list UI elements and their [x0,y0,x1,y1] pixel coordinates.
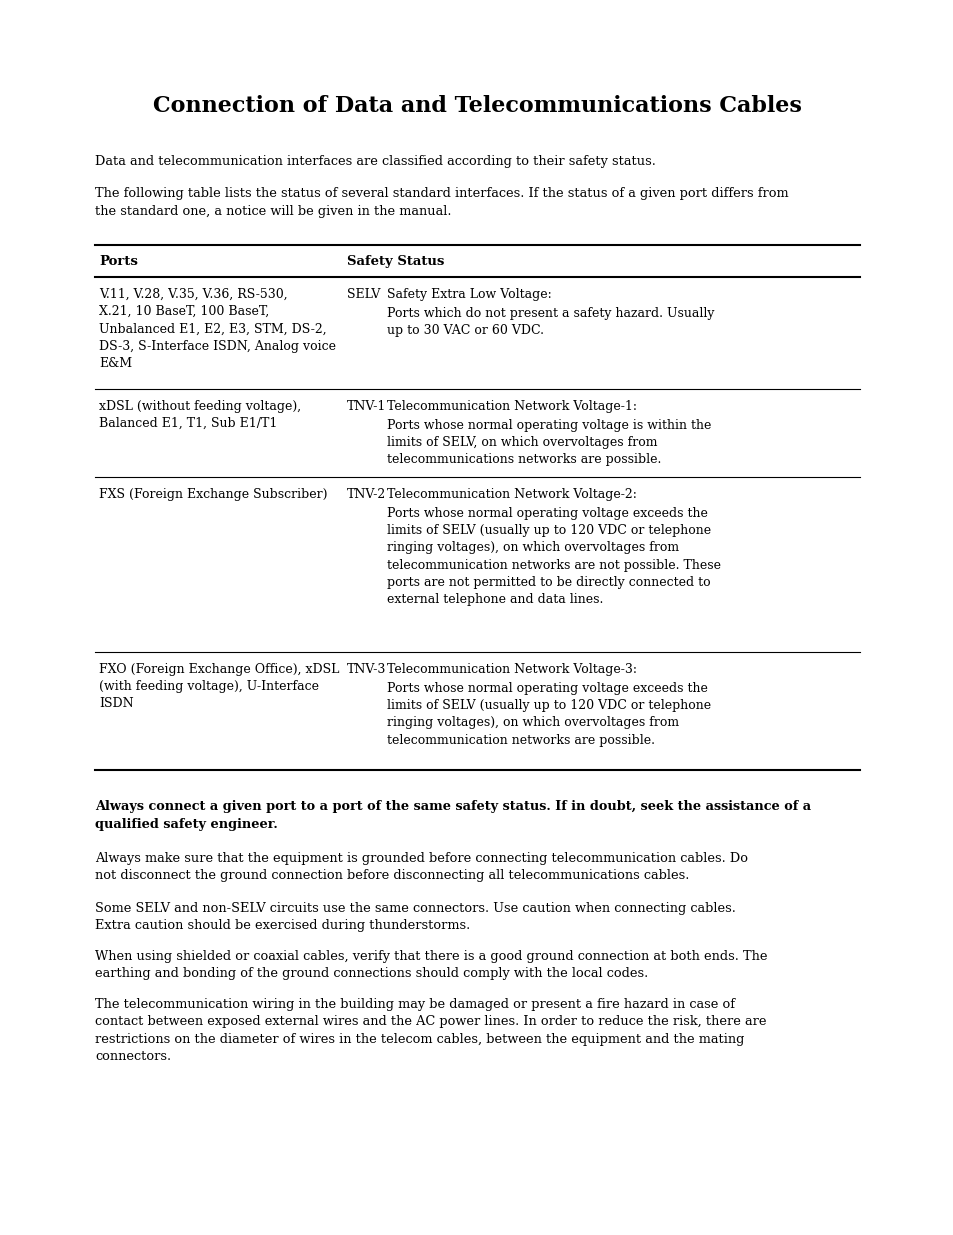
Text: Telecommunication Network Voltage-3:: Telecommunication Network Voltage-3: [387,663,637,676]
Text: FXO (Foreign Exchange Office), xDSL
(with feeding voltage), U-Interface
ISDN: FXO (Foreign Exchange Office), xDSL (wit… [99,663,339,710]
Text: FXS (Foreign Exchange Subscriber): FXS (Foreign Exchange Subscriber) [99,488,327,501]
Text: Data and telecommunication interfaces are classified according to their safety s: Data and telecommunication interfaces ar… [95,156,656,168]
Text: Safety Status: Safety Status [347,254,444,268]
Text: Ports whose normal operating voltage exceeds the
limits of SELV (usually up to 1: Ports whose normal operating voltage exc… [387,682,710,747]
Text: Ports whose normal operating voltage is within the
limits of SELV, on which over: Ports whose normal operating voltage is … [387,419,711,467]
Text: The telecommunication wiring in the building may be damaged or present a fire ha: The telecommunication wiring in the buil… [95,998,765,1063]
Text: Telecommunication Network Voltage-2:: Telecommunication Network Voltage-2: [387,488,637,501]
Text: TNV-2: TNV-2 [347,488,386,501]
Text: Safety Extra Low Voltage:: Safety Extra Low Voltage: [387,288,551,301]
Text: SELV: SELV [347,288,380,301]
Text: Connection of Data and Telecommunications Cables: Connection of Data and Telecommunication… [152,95,801,117]
Text: Ports: Ports [99,254,138,268]
Text: TNV-3: TNV-3 [347,663,386,676]
Text: TNV-1: TNV-1 [347,400,386,412]
Text: Some SELV and non-SELV circuits use the same connectors. Use caution when connec: Some SELV and non-SELV circuits use the … [95,902,735,932]
Text: Telecommunication Network Voltage-1:: Telecommunication Network Voltage-1: [387,400,637,412]
Text: xDSL (without feeding voltage),
Balanced E1, T1, Sub E1/T1: xDSL (without feeding voltage), Balanced… [99,400,301,430]
Text: The following table lists the status of several standard interfaces. If the stat: The following table lists the status of … [95,186,788,217]
Text: V.11, V.28, V.35, V.36, RS-530,
X.21, 10 BaseT, 100 BaseT,
Unbalanced E1, E2, E3: V.11, V.28, V.35, V.36, RS-530, X.21, 10… [99,288,335,369]
Text: Always make sure that the equipment is grounded before connecting telecommunicat: Always make sure that the equipment is g… [95,852,747,883]
Text: Always connect a given port to a port of the same safety status. If in doubt, se: Always connect a given port to a port of… [95,800,810,831]
Text: Ports whose normal operating voltage exceeds the
limits of SELV (usually up to 1: Ports whose normal operating voltage exc… [387,508,720,606]
Text: When using shielded or coaxial cables, verify that there is a good ground connec: When using shielded or coaxial cables, v… [95,950,767,981]
Text: Ports which do not present a safety hazard. Usually
up to 30 VAC or 60 VDC.: Ports which do not present a safety haza… [387,308,714,337]
